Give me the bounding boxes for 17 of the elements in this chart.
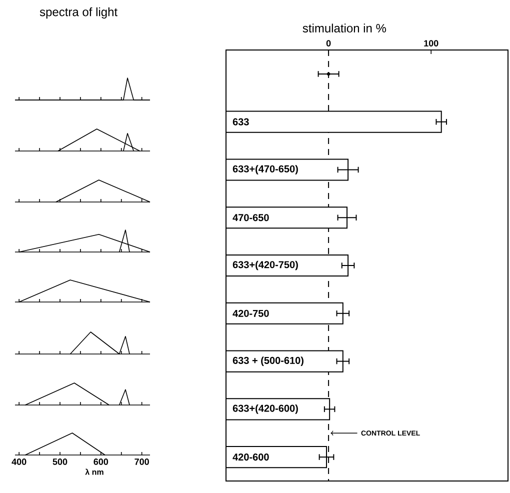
x-axis-title: λ nm — [85, 468, 104, 475]
x-tick-label: 500 — [52, 458, 68, 465]
y-tick-label: 470-650 — [232, 214, 269, 222]
y-tick-label: 633 + (500-610) — [232, 356, 304, 366]
y-tick-label: 633 — [232, 118, 249, 126]
y-tick-label: 633+(420-600) — [232, 404, 298, 414]
x-tick-label: 700 — [134, 458, 149, 465]
x-tick-label: 100 — [424, 40, 438, 46]
x-tick-label: 0 — [326, 40, 331, 46]
y-tick-label: 633+(420-750) — [232, 260, 298, 270]
x-axis-title: stimulation in % — [302, 24, 386, 32]
text: spectra of light — [40, 7, 118, 19]
y-tick-label: 420-600 — [232, 454, 269, 461]
x-tick-label: 400 — [12, 458, 26, 465]
y-tick-label: 420-750 — [232, 310, 269, 317]
y-tick-label: 633+(470-650) — [232, 165, 298, 174]
x-tick-label: 600 — [94, 458, 108, 465]
